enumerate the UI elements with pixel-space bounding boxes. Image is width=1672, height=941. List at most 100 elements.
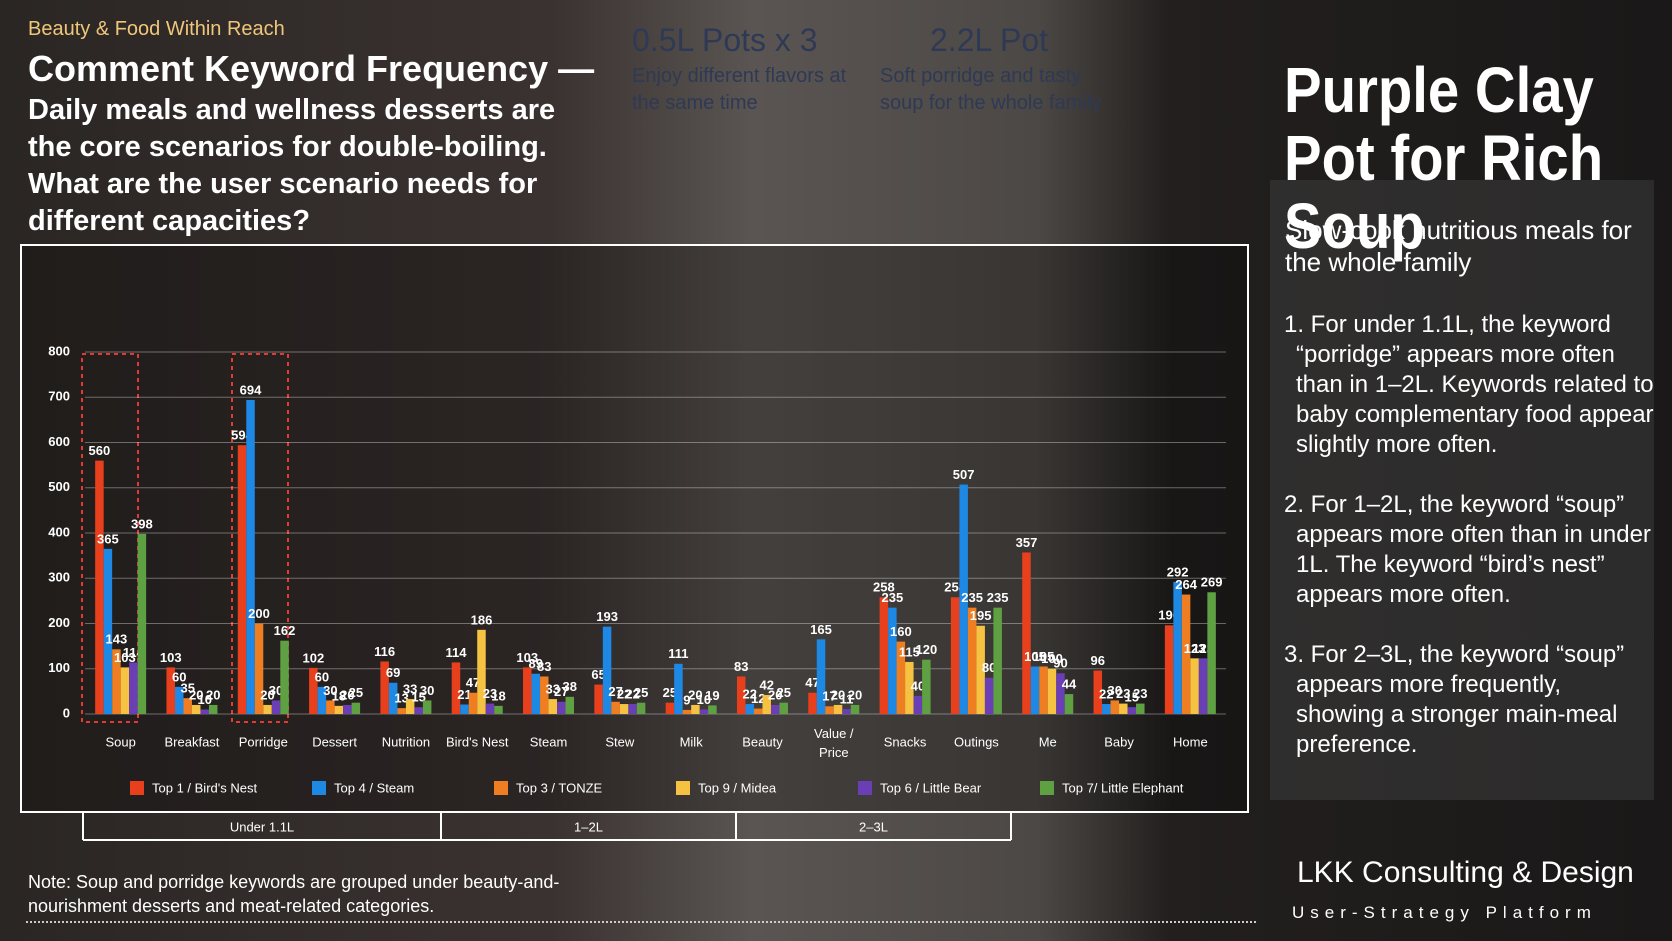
data-label: 102 bbox=[302, 650, 324, 665]
data-label: 19 bbox=[705, 688, 719, 703]
y-tick-label: 800 bbox=[48, 343, 70, 358]
bar bbox=[619, 704, 629, 714]
bar bbox=[112, 649, 121, 714]
data-label: 13 bbox=[394, 691, 408, 706]
data-label: 115 bbox=[899, 644, 920, 659]
legend-swatch bbox=[312, 781, 326, 795]
data-label: 398 bbox=[131, 516, 153, 531]
data-label: 103 bbox=[114, 650, 136, 665]
bar bbox=[414, 707, 423, 714]
data-label: 100 bbox=[1041, 651, 1063, 666]
bar bbox=[736, 676, 746, 714]
bar bbox=[1039, 666, 1048, 714]
bar bbox=[95, 460, 104, 714]
data-label: 160 bbox=[890, 624, 912, 639]
data-label: 27 bbox=[554, 684, 568, 699]
bar bbox=[1173, 581, 1182, 714]
bar bbox=[326, 700, 335, 714]
legend-label: Top 7/ Little Elephant bbox=[1062, 780, 1184, 795]
bar bbox=[120, 667, 130, 714]
bar bbox=[540, 676, 549, 714]
y-tick-label: 700 bbox=[48, 389, 70, 404]
bar bbox=[191, 704, 201, 714]
data-label: 33 bbox=[546, 682, 560, 697]
bar bbox=[280, 640, 289, 714]
bar bbox=[779, 702, 788, 714]
data-label: 33 bbox=[403, 682, 417, 697]
data-label: 40 bbox=[911, 678, 925, 693]
bar bbox=[1093, 670, 1103, 714]
bar bbox=[1136, 703, 1145, 714]
tagline: User-Strategy Platform bbox=[1292, 903, 1597, 922]
point: 3. For 2–3L, the keyword “soup” appears … bbox=[1284, 641, 1625, 758]
bar bbox=[263, 704, 272, 714]
data-label: 65 bbox=[591, 667, 605, 682]
data-label: 22 bbox=[617, 686, 631, 701]
bar bbox=[397, 708, 406, 714]
data-label: 18 bbox=[332, 688, 346, 703]
side-title: Purple Clay Pot for Rich Soup bbox=[1284, 54, 1604, 262]
data-label: 15 bbox=[1125, 690, 1139, 705]
data-label: 235 bbox=[987, 590, 1009, 605]
bar bbox=[594, 684, 603, 714]
tag: Beauty & Food Within Reach bbox=[28, 18, 285, 40]
data-label: 235 bbox=[881, 590, 903, 605]
capacity-label: Under 1.1L bbox=[230, 819, 294, 834]
bar bbox=[1047, 668, 1057, 714]
data-label: 694 bbox=[240, 382, 262, 397]
note-block: 2.2L Pot Soft porridge and tasty soup fo… bbox=[880, 22, 1120, 117]
data-label: 80 bbox=[982, 660, 996, 675]
bar bbox=[896, 641, 906, 714]
bar bbox=[1207, 592, 1216, 714]
bar bbox=[674, 663, 683, 714]
data-label: 258 bbox=[873, 580, 895, 595]
bar bbox=[976, 625, 985, 714]
bar bbox=[129, 662, 138, 714]
x-tick-label: Dessert bbox=[312, 734, 357, 749]
data-label: 105 bbox=[1024, 649, 1046, 664]
bar bbox=[388, 682, 398, 714]
data-label: 507 bbox=[953, 467, 975, 482]
bar bbox=[183, 698, 192, 714]
data-label: 17 bbox=[822, 689, 836, 704]
bar bbox=[905, 661, 914, 714]
bar bbox=[708, 705, 717, 714]
brand: LKK Consulting & Design bbox=[1297, 856, 1634, 889]
bar bbox=[237, 445, 247, 714]
capacity-label: 2–3L bbox=[859, 819, 888, 834]
data-label: 23 bbox=[483, 686, 497, 701]
bar bbox=[451, 662, 461, 714]
data-label: 22 bbox=[742, 686, 756, 701]
data-label: 11 bbox=[840, 691, 854, 706]
capacity-brackets: Under 1.1L 1–2L 2–3L bbox=[82, 812, 1012, 841]
data-label: 83 bbox=[734, 659, 748, 674]
bar bbox=[309, 667, 318, 714]
bar bbox=[888, 607, 897, 714]
data-label: 357 bbox=[1016, 535, 1038, 550]
data-label: 103 bbox=[160, 650, 182, 665]
legend-label: Top 6 / Little Bear bbox=[880, 780, 982, 795]
bar bbox=[460, 704, 469, 714]
bar bbox=[842, 709, 851, 714]
note-text: Enjoy different flavors at the same time bbox=[632, 65, 847, 114]
data-label: 9 bbox=[683, 692, 690, 707]
x-tick-label: Snacks bbox=[884, 734, 927, 749]
bar bbox=[984, 677, 994, 714]
bar bbox=[548, 699, 558, 714]
bar bbox=[1056, 673, 1065, 714]
x-tick-label: Beauty bbox=[742, 734, 783, 749]
x-tick-label: Value / Price bbox=[814, 726, 854, 760]
bar bbox=[611, 701, 620, 714]
data-label: 20 bbox=[831, 687, 845, 702]
bar bbox=[208, 704, 218, 714]
x-tick-label: Milk bbox=[680, 734, 704, 749]
x-tick-label: Home bbox=[1173, 734, 1208, 749]
data-label: 20 bbox=[206, 687, 220, 702]
data-label: 23 bbox=[1133, 686, 1147, 701]
data-label: 60 bbox=[315, 669, 329, 684]
side-subtitle: Slow-cook nutritious meals for the whole… bbox=[1285, 215, 1632, 277]
bar bbox=[850, 704, 860, 714]
data-label: 15 bbox=[411, 690, 425, 705]
bar bbox=[351, 702, 361, 714]
